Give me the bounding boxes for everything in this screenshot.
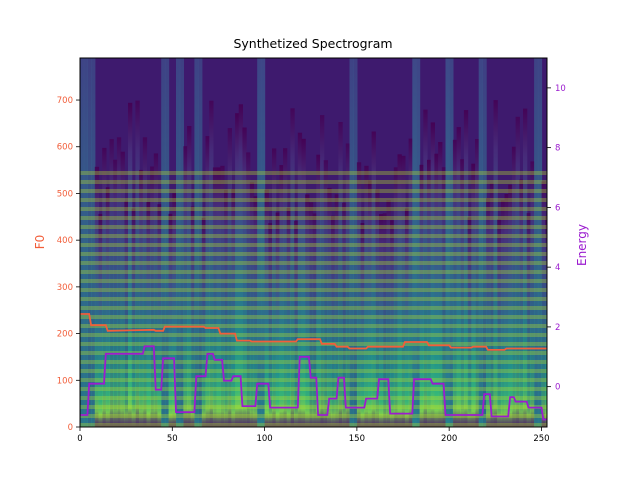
- x-axis: 0 50 100 150 200 250: [77, 427, 550, 444]
- x-tick-label: 200: [441, 434, 457, 444]
- left-tick-label: 100: [57, 376, 73, 386]
- spectrogram-heatmap: [80, 58, 547, 427]
- left-tick-label: 300: [57, 283, 73, 293]
- heatmap-harmonics: [80, 168, 547, 427]
- right-axis-label: Energy: [575, 224, 589, 266]
- chart-series-group: [80, 313, 547, 421]
- left-tick-label: 400: [57, 236, 73, 246]
- x-tick-label: 100: [256, 434, 272, 444]
- right-tick-label: 6: [555, 203, 560, 213]
- x-tick-label: 0: [77, 434, 82, 444]
- x-tick-label: 150: [349, 434, 365, 444]
- right-tick-label: 8: [555, 144, 560, 154]
- chart-title: Synthetized Spectrogram: [233, 36, 392, 51]
- left-tick-label: 700: [57, 96, 73, 106]
- right-y-axis: 0 2 4 6 8 10: [547, 84, 566, 393]
- x-tick-label: 250: [533, 434, 549, 444]
- left-tick-label: 500: [57, 189, 73, 199]
- left-tick-label: 200: [57, 330, 73, 340]
- left-axis-label: F0: [33, 235, 47, 250]
- series-line-f0: [80, 313, 547, 351]
- right-tick-label: 2: [555, 323, 560, 333]
- left-tick-label: 0: [68, 423, 73, 433]
- left-y-axis: 0 100 200 300 400 500 600 700: [57, 96, 80, 433]
- right-tick-label: 4: [555, 263, 560, 273]
- x-tick-label: 50: [167, 434, 178, 444]
- right-tick-label: 10: [555, 84, 566, 94]
- left-tick-label: 600: [57, 143, 73, 153]
- right-tick-label: 0: [555, 383, 560, 393]
- series-line-energy: [80, 345, 547, 421]
- plot-frame: [79, 57, 548, 428]
